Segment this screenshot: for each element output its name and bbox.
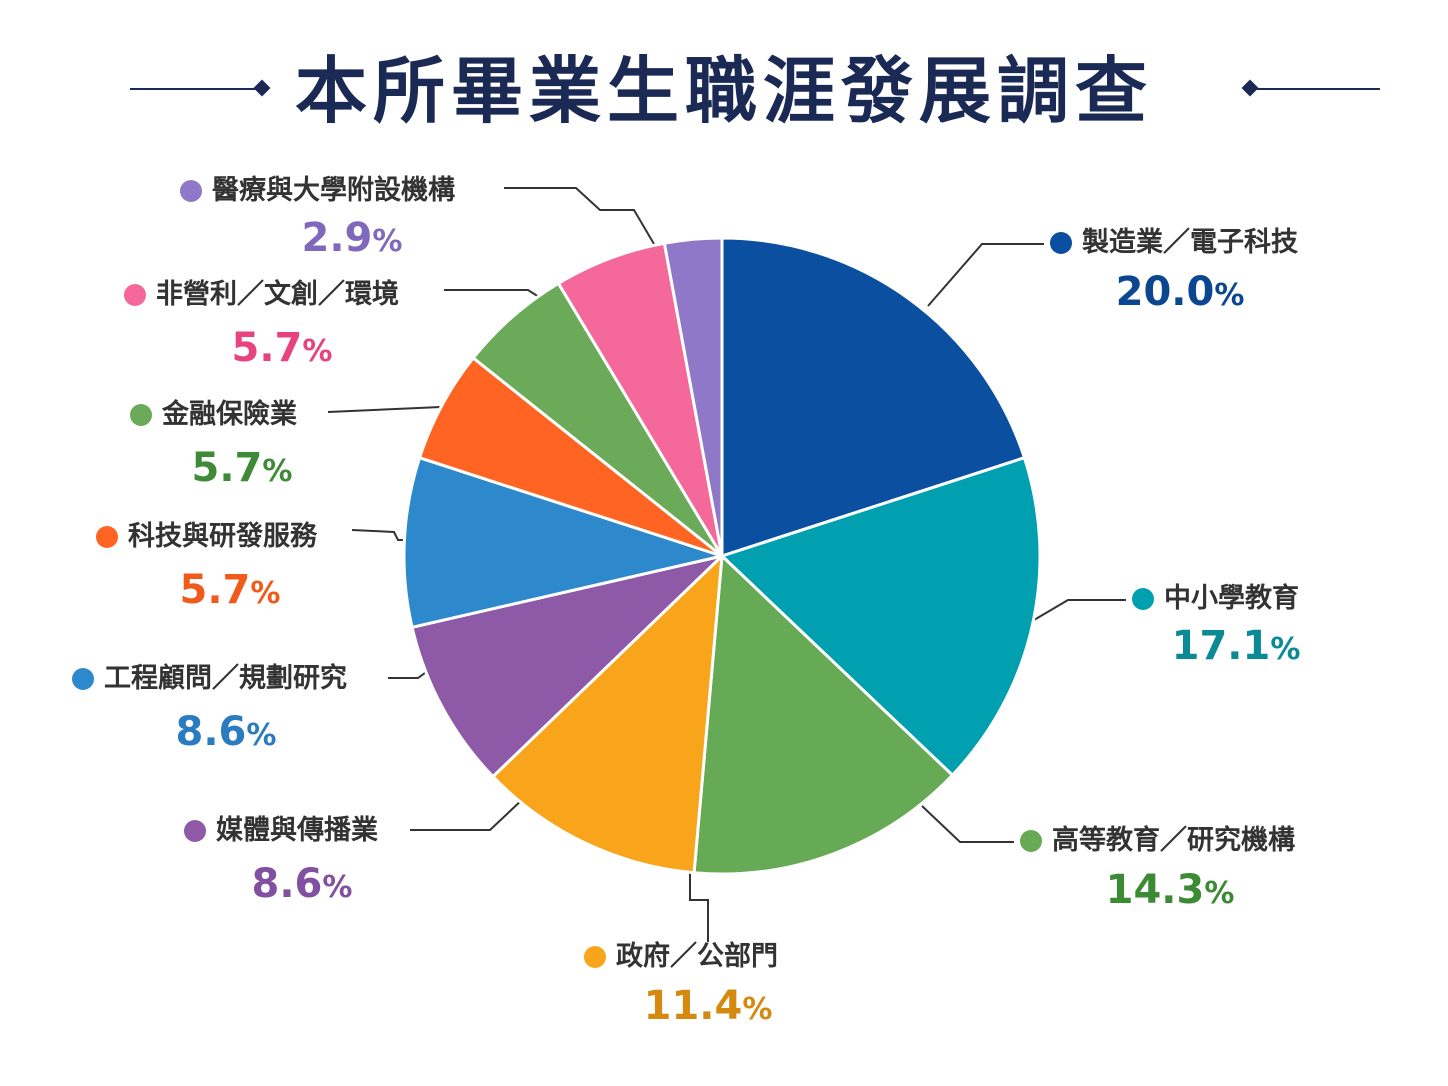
percentage-unit: % <box>1214 278 1245 313</box>
slice-percentage-3: 14.3% <box>1060 866 1280 918</box>
percentage-unit: % <box>742 992 773 1027</box>
slice-label-8: 金融保險業 <box>130 398 297 432</box>
percentage-value: 17.1 <box>1171 623 1271 669</box>
pie-slice-10 <box>662 236 724 558</box>
legend-dot <box>1020 830 1042 852</box>
percentage-unit: % <box>372 224 403 259</box>
slice-label-10: 醫療與大學附設機構 <box>180 174 455 208</box>
legend-dot <box>96 526 118 548</box>
page-title: 本所畢業生職涯發展調查 <box>294 49 1153 133</box>
slice-label-text: 中小學教育 <box>1164 583 1299 614</box>
percentage-value: 8.6 <box>251 861 323 907</box>
slice-percentage-9: 5.7% <box>172 324 392 376</box>
pie-slices <box>402 236 1042 876</box>
percentage-value: 11.4 <box>643 983 743 1029</box>
legend-dot <box>1050 232 1072 254</box>
pie-slice-4 <box>491 554 724 875</box>
slice-label-text: 非營利／文創／環境 <box>156 279 399 310</box>
legend-dot <box>184 820 206 842</box>
leader-line-2 <box>1033 599 1126 621</box>
pie-slice-3 <box>692 554 954 876</box>
slice-label-text: 製造業／電子科技 <box>1082 227 1298 258</box>
leader-line-10 <box>504 187 655 245</box>
slice-label-text: 工程顧問／規劃研究 <box>104 663 347 694</box>
percentage-value: 5.7 <box>179 567 251 613</box>
legend-dot <box>584 946 606 968</box>
slice-label-5: 媒體與傳播業 <box>184 814 378 848</box>
percentage-value: 5.7 <box>191 445 263 491</box>
percentage-value: 20.0 <box>1115 269 1215 315</box>
leader-lines <box>327 187 1126 942</box>
slice-percentage-5: 8.6% <box>192 860 412 912</box>
percentage-unit: % <box>322 870 353 905</box>
slice-label-text: 科技與研發服務 <box>128 521 317 552</box>
percentage-value: 8.6 <box>175 709 247 755</box>
slice-label-text: 政府／公部門 <box>616 941 778 972</box>
slice-label-7: 科技與研發服務 <box>96 520 317 554</box>
slice-label-1: 製造業／電子科技 <box>1050 226 1298 260</box>
percentage-unit: % <box>250 576 281 611</box>
legend-dot <box>180 180 202 202</box>
percentage-unit: % <box>262 454 293 489</box>
title-right-line <box>1250 88 1380 90</box>
legend-dot <box>72 668 94 690</box>
slice-label-text: 媒體與傳播業 <box>216 815 378 846</box>
leader-line-1 <box>927 243 1044 307</box>
slice-label-6: 工程顧問／規劃研究 <box>72 662 347 696</box>
slice-percentage-10: 2.9% <box>242 214 462 266</box>
slice-percentage-2: 17.1% <box>1126 622 1346 674</box>
slice-label-2: 中小學教育 <box>1132 582 1299 616</box>
slice-percentage-4: 11.4% <box>598 982 818 1034</box>
pie-slice-1 <box>720 236 1026 558</box>
percentage-unit: % <box>302 334 333 369</box>
percentage-value: 2.9 <box>301 215 373 261</box>
slice-label-4: 政府／公部門 <box>584 940 778 974</box>
slice-percentage-8: 5.7% <box>132 444 352 496</box>
percentage-unit: % <box>1270 632 1301 667</box>
legend-dot <box>1132 588 1154 610</box>
title-left-line <box>130 88 260 90</box>
percentage-value: 14.3 <box>1105 867 1205 913</box>
title-banner: 本所畢業生職涯發展調查 <box>0 40 1448 140</box>
leader-line-3 <box>921 805 1014 843</box>
pie-slice-2 <box>720 456 1042 777</box>
leader-line-5 <box>410 797 525 831</box>
legend-dot <box>124 284 146 306</box>
slice-label-9: 非營利／文創／環境 <box>124 278 399 312</box>
legend-dot <box>130 404 152 426</box>
percentage-value: 5.7 <box>231 325 303 371</box>
slice-label-text: 金融保險業 <box>162 399 297 430</box>
slice-percentage-1: 20.0% <box>1070 268 1290 320</box>
pie-slice-5 <box>410 554 724 779</box>
leader-line-4 <box>689 872 709 942</box>
pie-slice-6 <box>402 456 724 629</box>
slice-label-text: 高等教育／研究機構 <box>1052 825 1295 856</box>
slice-percentage-6: 8.6% <box>116 708 336 760</box>
slice-label-3: 高等教育／研究機構 <box>1020 824 1295 858</box>
percentage-unit: % <box>246 718 277 753</box>
slice-label-text: 醫療與大學附設機構 <box>212 175 455 206</box>
slice-percentage-7: 5.7% <box>120 566 340 618</box>
percentage-unit: % <box>1204 876 1235 911</box>
